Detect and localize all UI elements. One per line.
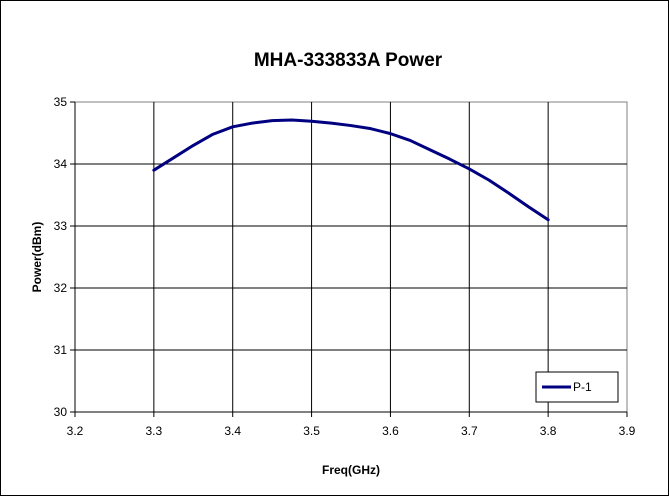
y-tick-label: 34 [54, 157, 68, 171]
x-tick-label: 3.7 [461, 424, 478, 438]
x-tick-label: 3.5 [303, 424, 320, 438]
y-tick-label: 31 [54, 343, 68, 357]
legend: P-1 [535, 371, 619, 403]
gridlines [74, 102, 627, 413]
x-axis-label: Freq(GHz) [322, 463, 380, 477]
x-tick-label: 3.2 [67, 424, 84, 438]
y-axis-ticks: 30 31 32 33 34 35 [54, 95, 75, 419]
y-tick-label: 33 [54, 219, 68, 233]
x-tick-label: 3.3 [146, 424, 163, 438]
series-line-p-1 [152, 118, 550, 222]
x-tick-label: 3.4 [224, 424, 241, 438]
chart-title: MHA-333833A Power [254, 50, 443, 71]
y-axis-label: Power(dBm) [30, 222, 44, 293]
x-tick-label: 3.6 [382, 424, 399, 438]
x-tick-label: 3.8 [540, 424, 557, 438]
x-axis-ticks: 3.2 3.3 3.4 3.5 3.6 3.7 3.8 3.9 [67, 412, 636, 438]
y-tick-label: 30 [54, 405, 68, 419]
y-tick-label: 32 [54, 281, 68, 295]
x-tick-label: 3.9 [619, 424, 636, 438]
plot-area [74, 101, 628, 413]
legend-label-p-1: P-1 [573, 380, 592, 394]
series-group [152, 118, 550, 222]
y-tick-label: 35 [54, 95, 68, 109]
